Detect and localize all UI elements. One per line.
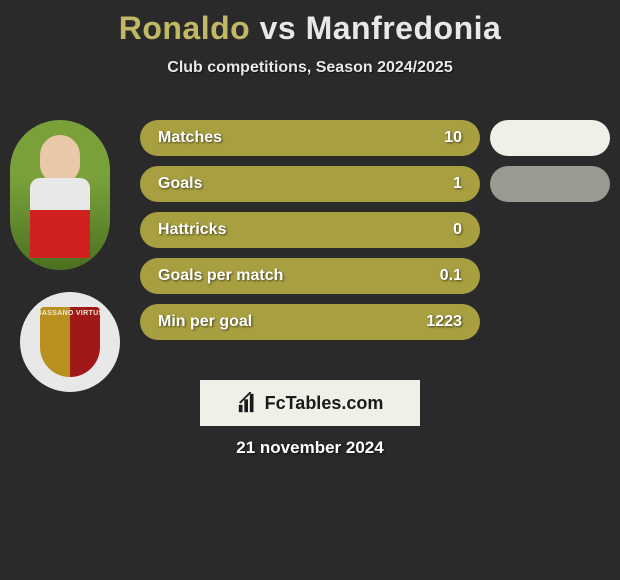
title-player1: Ronaldo [119,10,250,46]
stat-value: 0.1 [440,267,462,285]
logo-text: FcTables.com [265,393,384,414]
bars-icon [237,392,259,414]
page-title: Ronaldo vs Manfredonia [0,0,620,47]
stat-value: 1 [453,175,462,193]
title-player2: Manfredonia [306,10,502,46]
stat-row-goals-per-match: Goals per match 0.1 [140,258,480,294]
pill-player2-goals [490,166,610,202]
stat-value: 10 [444,129,462,147]
stats-list: Matches 10 Goals 1 Hattricks 0 Goals per… [140,120,480,350]
stat-label: Goals per match [158,267,283,285]
stat-value: 0 [453,221,462,239]
stat-label: Goals [158,175,202,193]
stat-label: Matches [158,129,222,147]
pill-player2-matches [490,120,610,156]
title-vs: vs [260,10,297,46]
stat-label: Hattricks [158,221,226,239]
source-logo: FcTables.com [200,380,420,426]
stat-row-matches: Matches 10 [140,120,480,156]
stat-row-min-per-goal: Min per goal 1223 [140,304,480,340]
comparison-pills [490,120,610,212]
badge-label: BASSANO VIRTUS [20,310,120,317]
stat-row-hattricks: Hattricks 0 [140,212,480,248]
player-avatar [10,120,110,270]
stat-label: Min per goal [158,313,252,331]
stat-row-goals: Goals 1 [140,166,480,202]
club-badge: BASSANO VIRTUS [20,292,120,392]
date-label: 21 november 2024 [0,438,620,458]
stat-value: 1223 [426,313,462,331]
subtitle: Club competitions, Season 2024/2025 [0,59,620,77]
